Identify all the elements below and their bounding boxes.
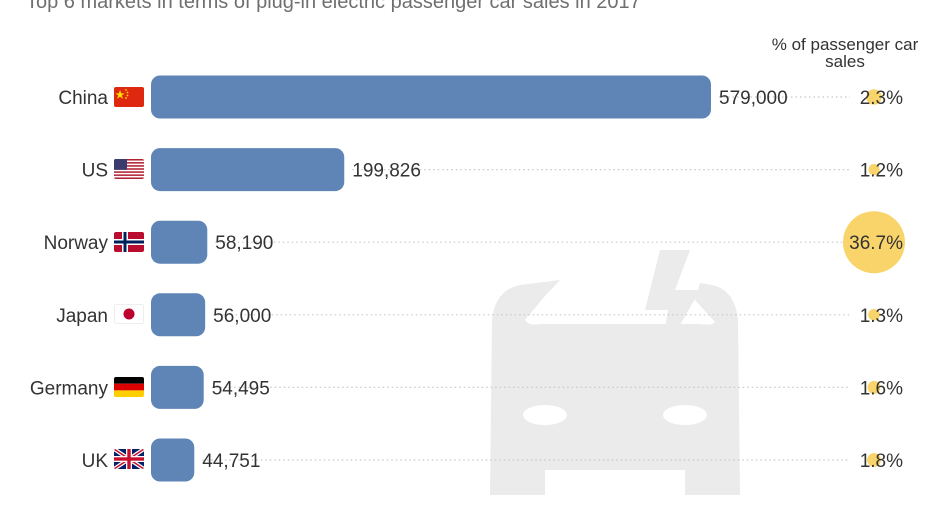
bar-uk (151, 438, 195, 482)
share-label-norway: 36.7% (849, 233, 903, 254)
share-label-uk: 1.8% (860, 451, 903, 472)
bar-japan (151, 293, 206, 337)
value-label-uk: 44,751 (202, 451, 260, 472)
share-bubble-uk (867, 453, 881, 467)
bar-germany (151, 365, 204, 409)
share-column-header: % of passenger car sales (771, 35, 919, 71)
value-label-us: 199,826 (352, 161, 421, 182)
category-label-germany: Germany (30, 378, 109, 399)
bar-us (151, 148, 345, 192)
value-label-germany: 54,495 (212, 378, 270, 399)
flag-uk-icon (114, 449, 144, 469)
flag-us-icon (114, 159, 144, 179)
share-label-china: 2.3% (860, 88, 903, 109)
share-bubble-japan (868, 308, 880, 321)
electric-car-icon (490, 250, 740, 495)
category-label-uk: UK (82, 451, 109, 472)
share-bubble-china (866, 89, 882, 105)
flag-norway-icon (114, 232, 144, 252)
category-label-china: China (58, 88, 108, 109)
chart-subtitle: Top 6 markets in terms of plug-in electr… (26, 0, 641, 13)
category-label-us: US (82, 161, 108, 182)
bar-china (151, 75, 711, 119)
flag-china-icon (114, 87, 144, 107)
share-label-japan: 1.3% (860, 306, 903, 327)
flag-germany-icon (114, 377, 144, 397)
share-bubble-norway (843, 211, 905, 274)
share-bubble-germany (867, 380, 881, 394)
bar-norway (151, 220, 208, 264)
share-label-us: 1.2% (860, 161, 903, 182)
share-label-germany: 1.6% (860, 378, 903, 399)
flag-japan-icon (114, 304, 144, 324)
category-label-japan: Japan (56, 306, 108, 327)
category-label-norway: Norway (44, 233, 109, 254)
share-bubble-us (868, 163, 880, 176)
value-label-norway: 58,190 (215, 233, 273, 254)
value-label-japan: 56,000 (213, 306, 271, 327)
value-label-china: 579,000 (719, 88, 788, 109)
